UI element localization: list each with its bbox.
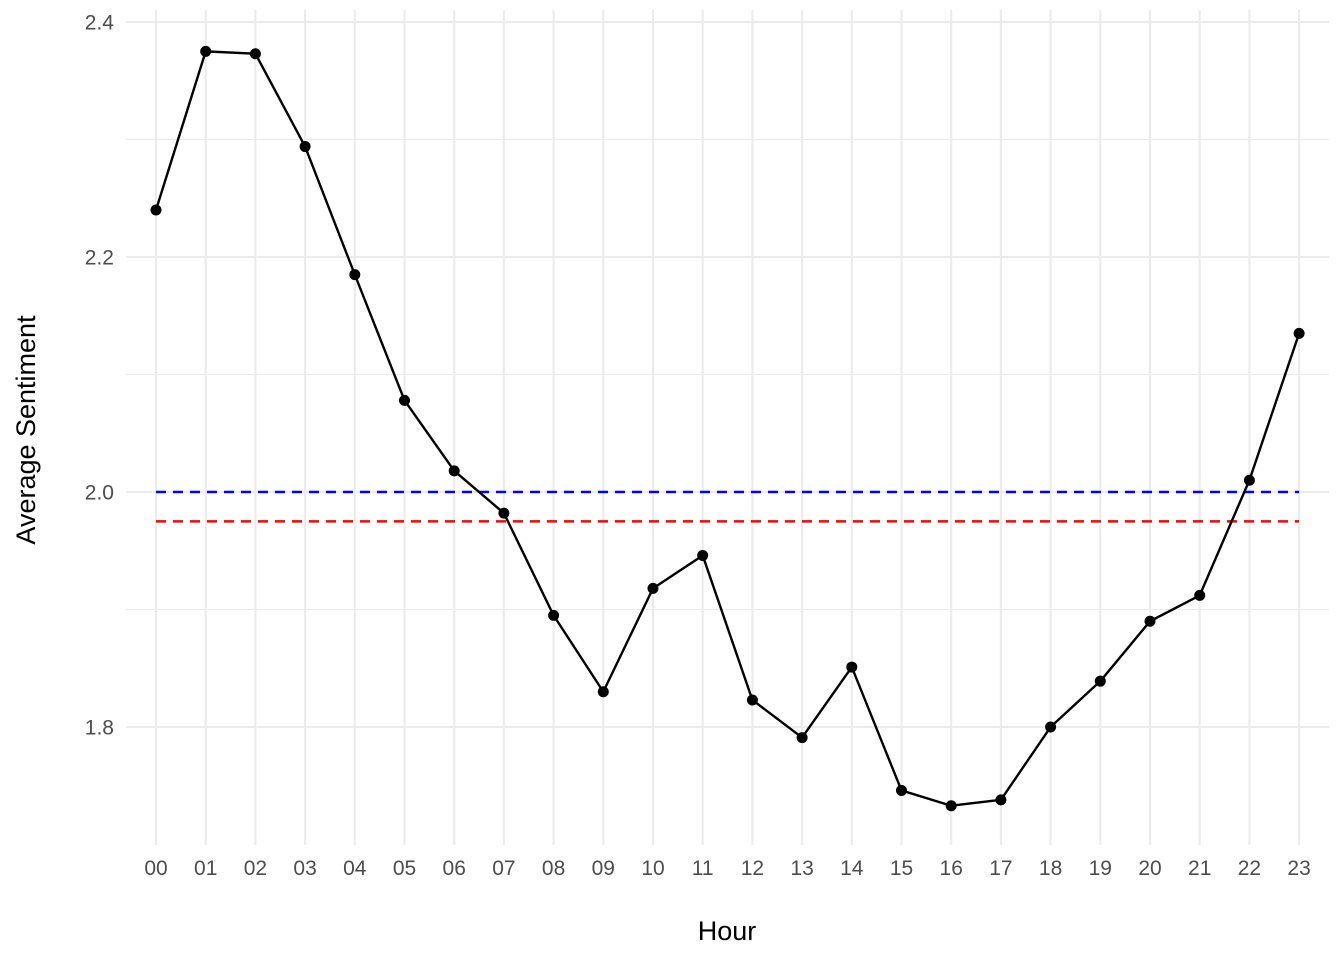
y-tick-label: 2.4	[85, 12, 115, 35]
y-tick-label: 1.8	[85, 717, 114, 740]
data-point	[945, 800, 957, 812]
data-point	[995, 794, 1007, 806]
data-point	[1293, 327, 1305, 339]
data-point	[746, 694, 758, 706]
data-point	[299, 141, 311, 153]
y-tick-label: 2.2	[85, 247, 114, 270]
x-tick-label: 10	[641, 857, 664, 880]
data-point	[796, 732, 808, 744]
data-point	[1094, 675, 1106, 687]
data-point	[349, 269, 361, 281]
x-tick-label: 20	[1138, 857, 1161, 880]
x-tick-label: 05	[393, 857, 416, 880]
reference-lines	[156, 490, 1300, 523]
data-point	[647, 582, 659, 594]
x-axis-title: Hour	[698, 916, 757, 946]
x-tick-label: 14	[840, 857, 864, 880]
x-tick-label: 15	[890, 857, 913, 880]
data-point	[896, 784, 907, 796]
x-tick-label: 09	[592, 857, 615, 880]
data-point	[448, 465, 460, 477]
x-tick-label: 21	[1188, 857, 1211, 880]
data-point	[697, 549, 709, 561]
data-point	[498, 507, 510, 519]
data-point	[1144, 615, 1156, 627]
x-tick-label: 23	[1287, 857, 1310, 880]
x-tick-label: 08	[542, 857, 565, 880]
x-tick-label: 01	[194, 857, 217, 880]
data-point	[1045, 721, 1057, 733]
data-point	[597, 686, 609, 698]
y-tick-label: 2.0	[85, 482, 114, 505]
x-tick-label: 11	[692, 857, 714, 880]
x-tick-label: 16	[940, 857, 963, 880]
y-axis-title: Average Sentiment	[11, 315, 41, 545]
y-axis-tick-labels: 1.8 2.0 2.2 2.4	[85, 12, 115, 740]
data-point	[1243, 474, 1255, 486]
data-point	[846, 661, 858, 673]
x-tick-label: 13	[790, 857, 813, 880]
x-tick-label: 17	[989, 857, 1012, 880]
data-series	[150, 45, 1305, 812]
series-line	[154, 50, 1301, 807]
data-point	[399, 394, 410, 406]
x-tick-label: 22	[1238, 857, 1261, 880]
x-tick-label: 07	[492, 857, 515, 880]
x-tick-label: 12	[741, 857, 764, 880]
x-axis-tick-labels: 00 01 02 03 04 05 06 07 08 09 10 11 12 13 14 15 16 17 18 19…	[144, 857, 1310, 880]
x-tick-label: 02	[244, 857, 267, 880]
data-point	[548, 609, 560, 621]
data-point	[1194, 589, 1206, 601]
x-tick-label: 06	[443, 857, 466, 880]
data-point	[150, 204, 162, 216]
grid-lines	[126, 10, 1329, 845]
x-tick-label: 04	[343, 857, 367, 880]
x-tick-label: 03	[293, 857, 316, 880]
data-point	[249, 48, 261, 60]
data-point	[200, 45, 212, 57]
x-tick-label: 00	[144, 857, 167, 880]
x-tick-label: 19	[1089, 857, 1112, 880]
x-tick-label: 18	[1039, 857, 1062, 880]
